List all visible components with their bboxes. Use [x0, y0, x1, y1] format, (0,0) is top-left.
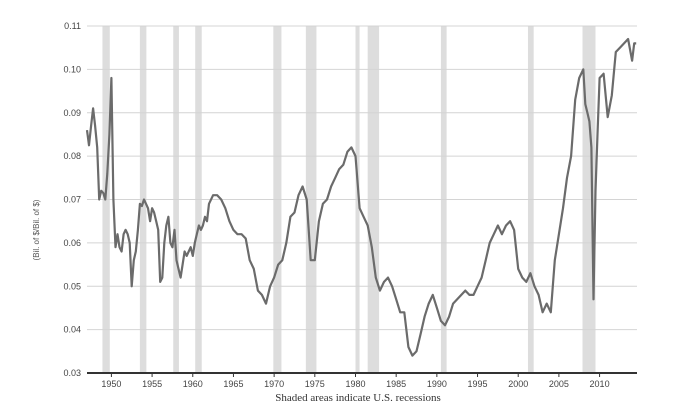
- y-tick-label: 0.11: [64, 21, 81, 31]
- y-tick-label: 0.05: [63, 281, 81, 291]
- y-tick-label: 0.08: [63, 151, 81, 161]
- x-tick-label: 1980: [345, 379, 365, 389]
- x-tick-label: 2005: [549, 379, 569, 389]
- y-tick-label: 0.03: [63, 368, 81, 378]
- x-tick-label: 1955: [142, 379, 162, 389]
- gridlines: [87, 25, 637, 331]
- y-axis-ticks: 0.03 0.04 0.05 0.06 0.07 0.08 0.09 0.10 0.11: [63, 21, 81, 378]
- x-tick-label: 1995: [468, 379, 488, 389]
- x-tick-label: 1985: [386, 379, 406, 389]
- x-tick-label: 1975: [305, 379, 325, 389]
- y-axis-label: (Bil. of $/Bil. of $): [32, 199, 41, 260]
- x-tick-label: 1970: [264, 379, 284, 389]
- x-tick-label: 1950: [101, 379, 121, 389]
- y-tick-label: 0.09: [63, 108, 81, 118]
- x-tick-label: 1965: [223, 379, 243, 389]
- x-tick-label: 1960: [183, 379, 203, 389]
- x-tick-label: 2000: [508, 379, 528, 389]
- y-tick-label: 0.10: [63, 64, 81, 74]
- x-tick-label: 2010: [590, 379, 610, 389]
- y-tick-label: 0.07: [63, 195, 81, 205]
- y-tick-label: 0.04: [63, 325, 81, 335]
- series-line: [85, 37, 637, 357]
- x-tick-label: 1990: [427, 379, 447, 389]
- x-axis-ticks: 1950 1955 1960 1965 1970 1975 1980 1985 1990 1995…: [101, 373, 610, 389]
- recession-note: Shaded areas indicate U.S. recessions: [275, 392, 441, 404]
- y-tick-label: 0.06: [63, 238, 81, 248]
